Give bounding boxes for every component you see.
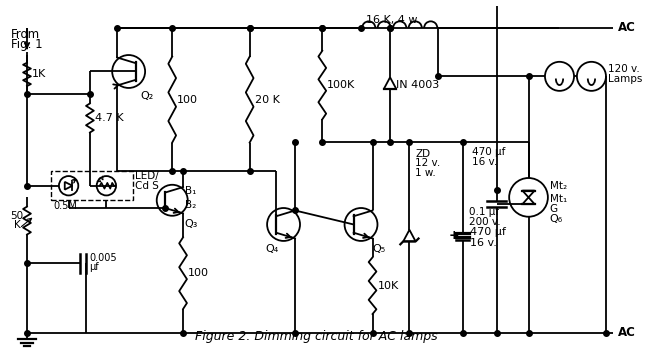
Text: ZD: ZD [415, 149, 430, 159]
Text: B₂: B₂ [185, 200, 196, 210]
Text: 100K: 100K [327, 80, 355, 90]
Text: Mt₁: Mt₁ [550, 194, 567, 204]
Text: K: K [14, 220, 21, 230]
Text: Q₄: Q₄ [265, 244, 279, 254]
Text: 50: 50 [10, 211, 23, 221]
Text: Cd S: Cd S [135, 181, 159, 191]
Text: 16 v.: 16 v. [472, 157, 498, 167]
Text: 0.005: 0.005 [89, 253, 117, 263]
Text: 100: 100 [177, 95, 198, 105]
Text: 4.7 K: 4.7 K [95, 113, 123, 123]
Text: µf: µf [89, 262, 98, 272]
Text: 12 v.: 12 v. [415, 158, 441, 168]
Text: AC: AC [618, 326, 636, 339]
Text: Figure 2. Dimming circuit for AC lamps: Figure 2. Dimming circuit for AC lamps [195, 330, 438, 342]
Text: 0.5M: 0.5M [53, 201, 77, 211]
Text: Q₅: Q₅ [373, 244, 386, 254]
Text: 100: 100 [188, 268, 209, 278]
Text: AC: AC [618, 21, 636, 35]
Text: B₁: B₁ [185, 186, 196, 196]
Text: 10K: 10K [377, 281, 399, 291]
Text: 200 v.: 200 v. [469, 216, 501, 226]
Text: 20 K: 20 K [255, 95, 279, 105]
Text: 470 µf
16 v.: 470 µf 16 v. [470, 227, 506, 248]
Text: Lamps: Lamps [608, 74, 642, 84]
Text: Q₃: Q₃ [185, 219, 198, 229]
Text: Mt₂: Mt₂ [550, 181, 567, 191]
Text: 120 v.: 120 v. [608, 64, 640, 74]
Text: 1K: 1K [32, 69, 46, 79]
Text: From: From [10, 28, 40, 41]
Text: 1 w.: 1 w. [415, 168, 436, 178]
Text: +: + [448, 229, 459, 242]
Text: Q₆: Q₆ [550, 214, 563, 224]
Text: G: G [550, 204, 558, 214]
Text: Fig. 1: Fig. 1 [10, 38, 42, 51]
Text: IN 4003: IN 4003 [396, 80, 439, 90]
Text: Q₂: Q₂ [140, 91, 154, 101]
Text: LED/: LED/ [135, 171, 159, 181]
Text: 16 K, 4 w.: 16 K, 4 w. [366, 15, 420, 25]
Text: 0.1 µf: 0.1 µf [469, 207, 500, 217]
Text: 470 µf: 470 µf [472, 147, 505, 157]
